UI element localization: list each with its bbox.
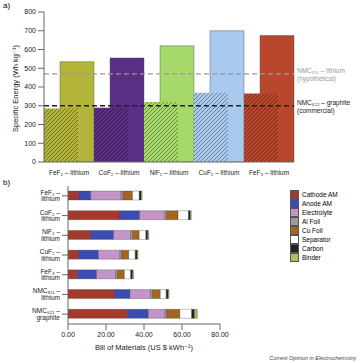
svg-text:Bill of Materials (US $ kWh⁻¹): Bill of Materials (US $ kWh⁻¹) — [95, 343, 194, 352]
svg-text:0.00: 0.00 — [61, 331, 75, 338]
svg-text:FeF₃ – lithium: FeF₃ – lithium — [249, 169, 289, 176]
svg-text:20.00: 20.00 — [97, 331, 115, 338]
svg-text:CuF₂ –lithium: CuF₂ –lithium — [40, 248, 61, 262]
svg-text:CuF₂ – lithium: CuF₂ – lithium — [199, 169, 240, 176]
svg-text:60.00: 60.00 — [173, 331, 191, 338]
svg-text:FeF₂ –lithium: FeF₂ –lithium — [41, 189, 61, 203]
svg-text:300: 300 — [24, 102, 36, 109]
html-text:Carbon: Carbon — [302, 245, 324, 252]
svg-text:NMC₆₂₂ – graphite(commercial): NMC₆₂₂ – graphite(commercial) — [297, 99, 351, 115]
html-text:Cathode AM: Cathode AM — [302, 191, 338, 198]
svg-text:600: 600 — [24, 46, 36, 53]
html-text:Electrolyte: Electrolyte — [302, 209, 333, 216]
html-text:a): a) — [3, 1, 11, 10]
svg-text:NMC₈₁₁ – lithium(hypothetical): NMC₈₁₁ – lithium(hypothetical) — [297, 67, 345, 83]
svg-text:FeF₃ –lithium: FeF₃ –lithium — [40, 268, 60, 282]
svg-text:CoF₂ – lithium: CoF₂ – lithium — [99, 169, 140, 176]
svg-text:0: 0 — [32, 158, 36, 165]
html-text:Current Opinion in Electrochem: Current Opinion in Electrochemistry — [269, 355, 356, 361]
svg-text:NMC₆₂₂ –graphite: NMC₆₂₂ –graphite — [32, 307, 60, 322]
svg-text:CoF₂ –lithium: CoF₂ –lithium — [40, 209, 61, 223]
svg-text:NiF₂ –lithium: NiF₂ –lithium — [41, 228, 60, 242]
svg-text:40.00: 40.00 — [135, 331, 153, 338]
svg-text:NiF₂ – lithium: NiF₂ – lithium — [150, 169, 189, 176]
svg-text:700: 700 — [24, 27, 36, 34]
svg-text:400: 400 — [24, 83, 36, 90]
svg-text:Specific Energy (Wh kg⁻¹): Specific Energy (Wh kg⁻¹) — [11, 45, 20, 132]
html-text:Al Foil: Al Foil — [302, 218, 321, 225]
html-text:Binder: Binder — [302, 254, 321, 261]
svg-text:800: 800 — [24, 8, 36, 15]
svg-text:200: 200 — [24, 121, 36, 128]
html-text:Separator: Separator — [302, 236, 331, 243]
svg-text:100: 100 — [24, 140, 36, 147]
svg-text:FeF₂ – lithium: FeF₂ – lithium — [49, 169, 89, 176]
svg-text:500: 500 — [24, 65, 36, 72]
html-text:Anode AM: Anode AM — [302, 200, 332, 207]
html-text:b): b) — [3, 178, 11, 187]
html-text:Cu Foil: Cu Foil — [302, 227, 323, 234]
svg-text:NMC₈₁₁ –lithium: NMC₈₁₁ –lithium — [33, 287, 61, 301]
svg-text:80.00: 80.00 — [211, 331, 229, 338]
